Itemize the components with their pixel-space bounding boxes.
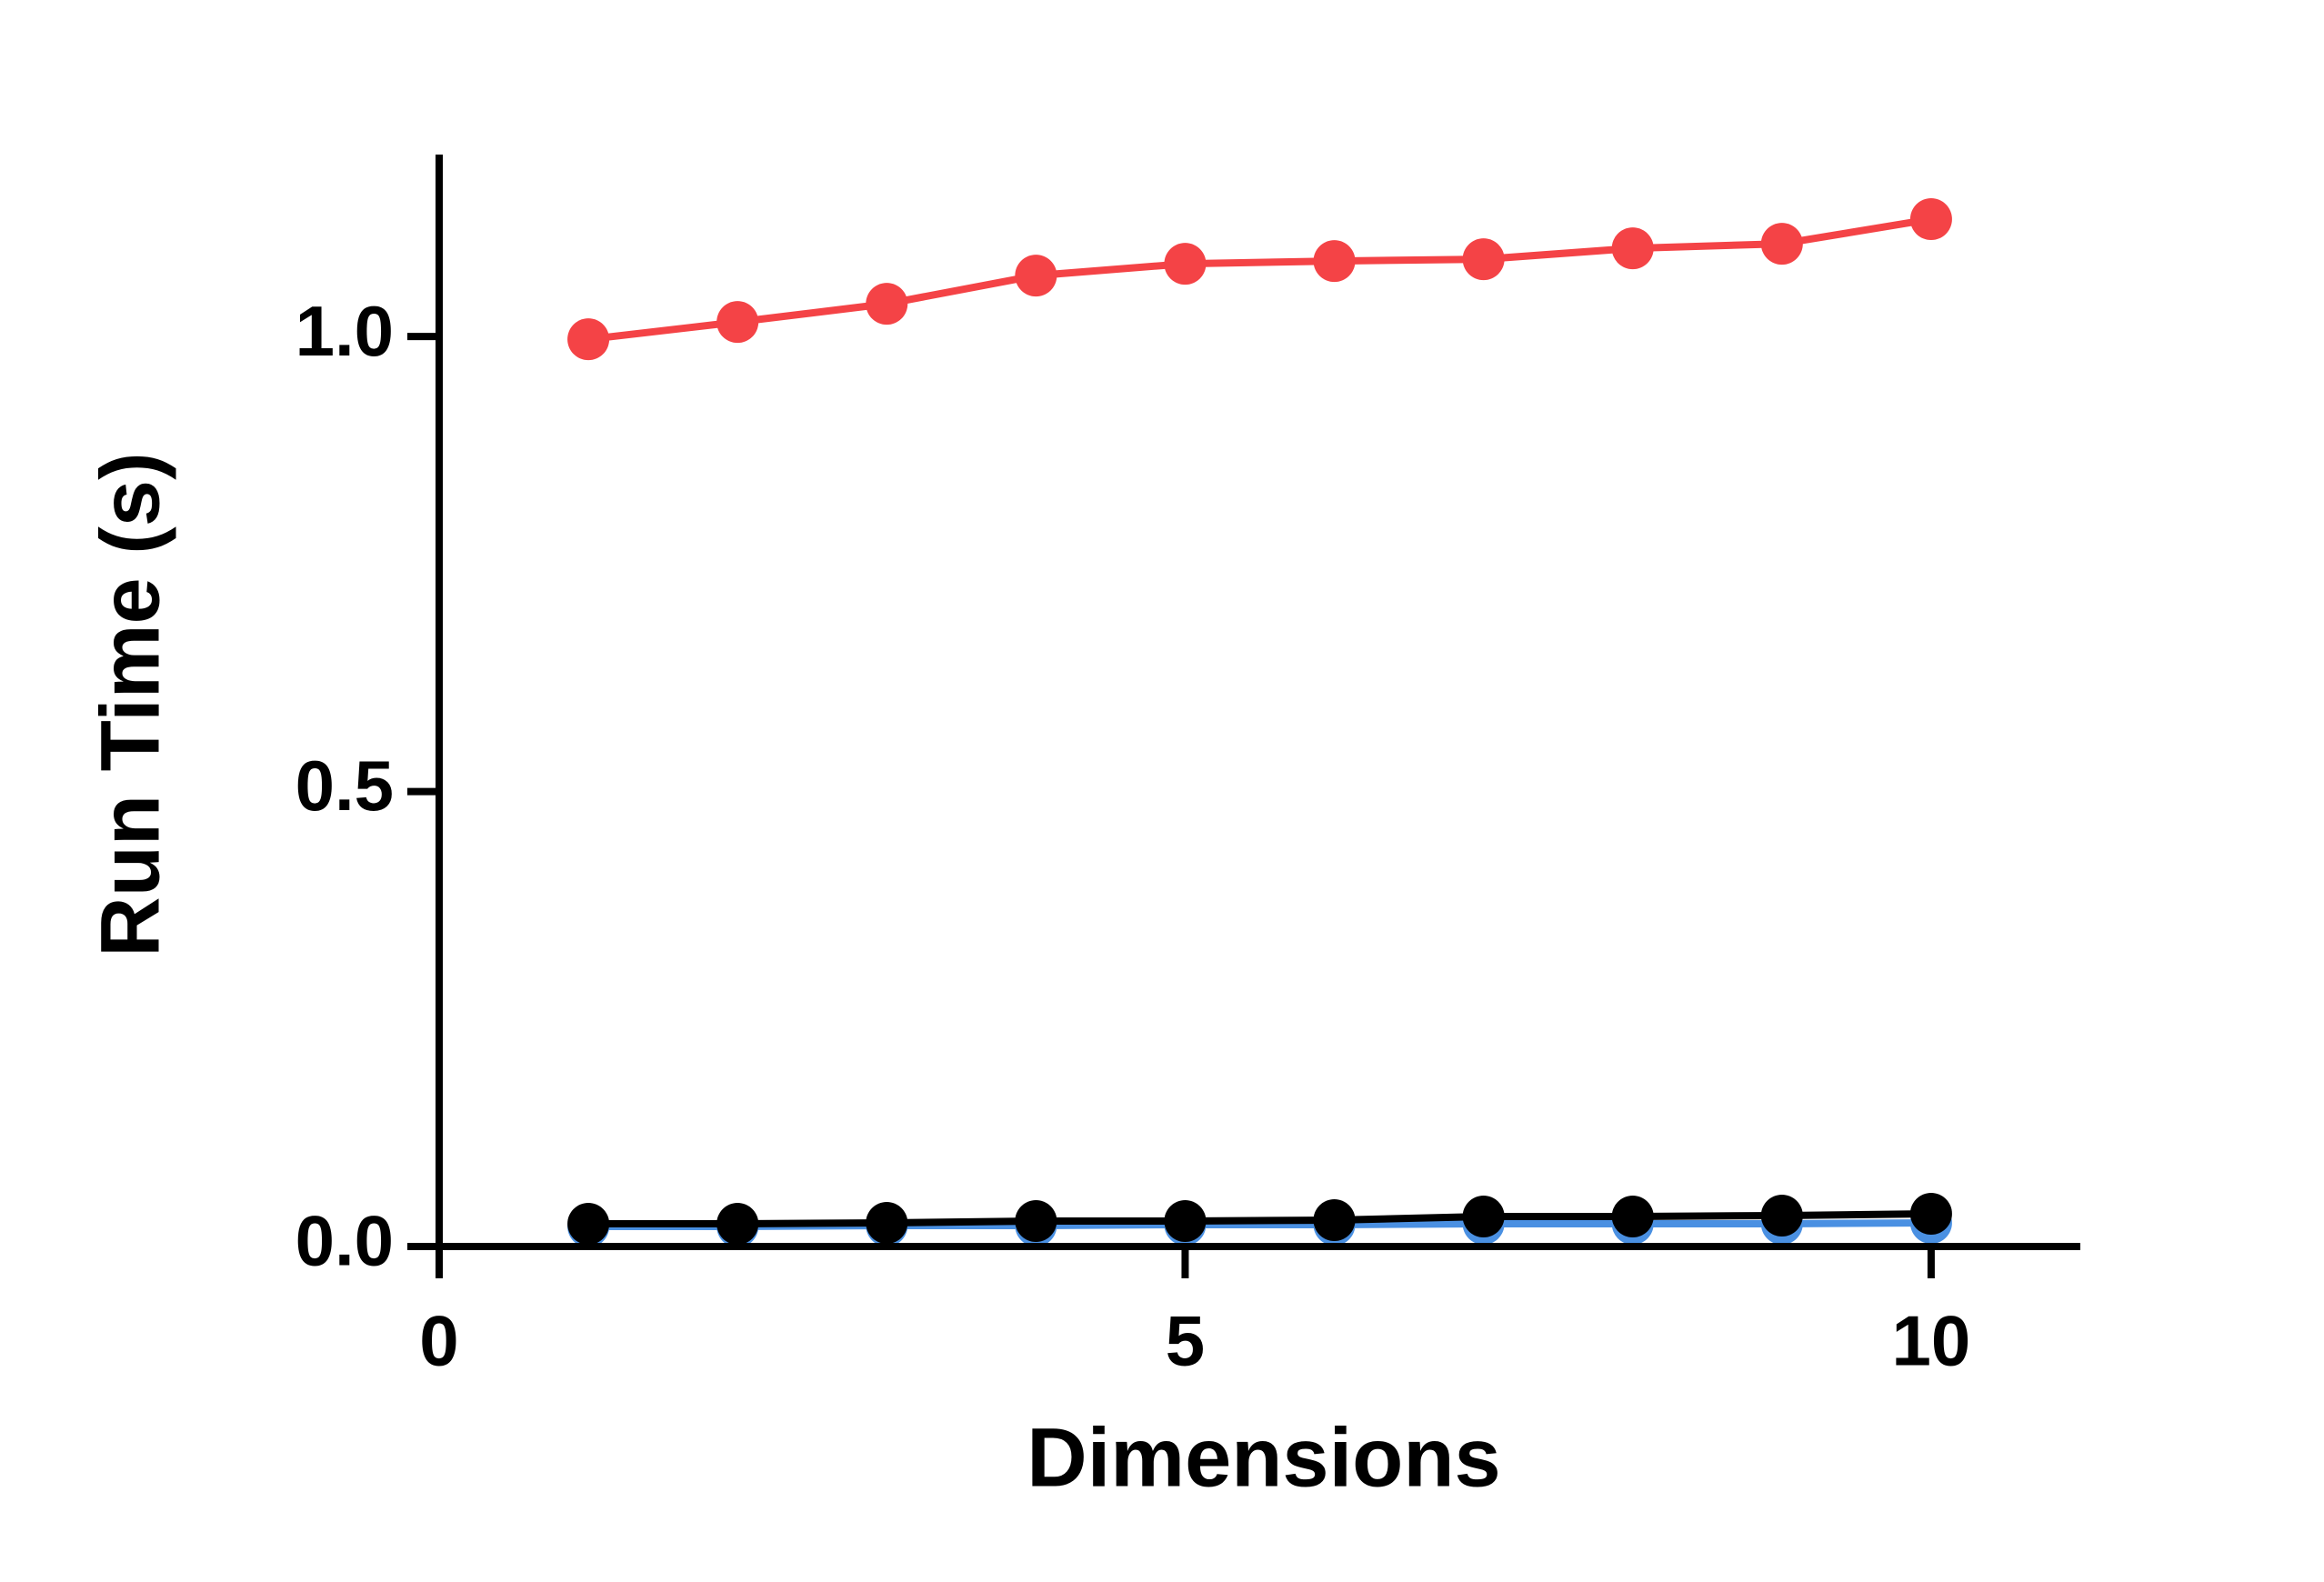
y-tick-label: 0.0 bbox=[296, 1201, 394, 1281]
y-axis-label: Run Time (s) bbox=[84, 452, 176, 956]
data-point bbox=[1313, 240, 1356, 283]
data-point bbox=[1611, 1195, 1654, 1237]
data-point bbox=[1015, 255, 1057, 297]
x-tick-label: 0 bbox=[419, 1301, 458, 1381]
data-point bbox=[1164, 243, 1207, 285]
series-line bbox=[587, 215, 1932, 344]
data-point bbox=[1909, 198, 1952, 241]
series-line bbox=[588, 1209, 1931, 1227]
data-point bbox=[1462, 238, 1505, 281]
y-tick-label: 1.0 bbox=[296, 291, 394, 371]
data-point bbox=[1760, 1194, 1803, 1237]
data-point bbox=[567, 1202, 610, 1245]
data-point bbox=[716, 1202, 759, 1245]
data-point bbox=[1015, 1199, 1057, 1242]
data-point bbox=[1611, 227, 1654, 270]
y-tick-label: 0.5 bbox=[296, 746, 394, 826]
x-tick-label: 5 bbox=[1166, 1301, 1205, 1381]
data-point bbox=[1462, 1195, 1505, 1237]
data-point bbox=[567, 318, 610, 361]
data-point bbox=[1164, 1199, 1207, 1242]
x-axis-label: Dimensions bbox=[1027, 1411, 1500, 1504]
data-point bbox=[1313, 1198, 1356, 1241]
data-point bbox=[716, 301, 759, 344]
data-point bbox=[866, 283, 908, 325]
data-point bbox=[866, 1201, 908, 1244]
data-point bbox=[1760, 223, 1803, 265]
x-tick-label: 10 bbox=[1892, 1301, 1971, 1381]
data-point bbox=[1909, 1192, 1952, 1235]
